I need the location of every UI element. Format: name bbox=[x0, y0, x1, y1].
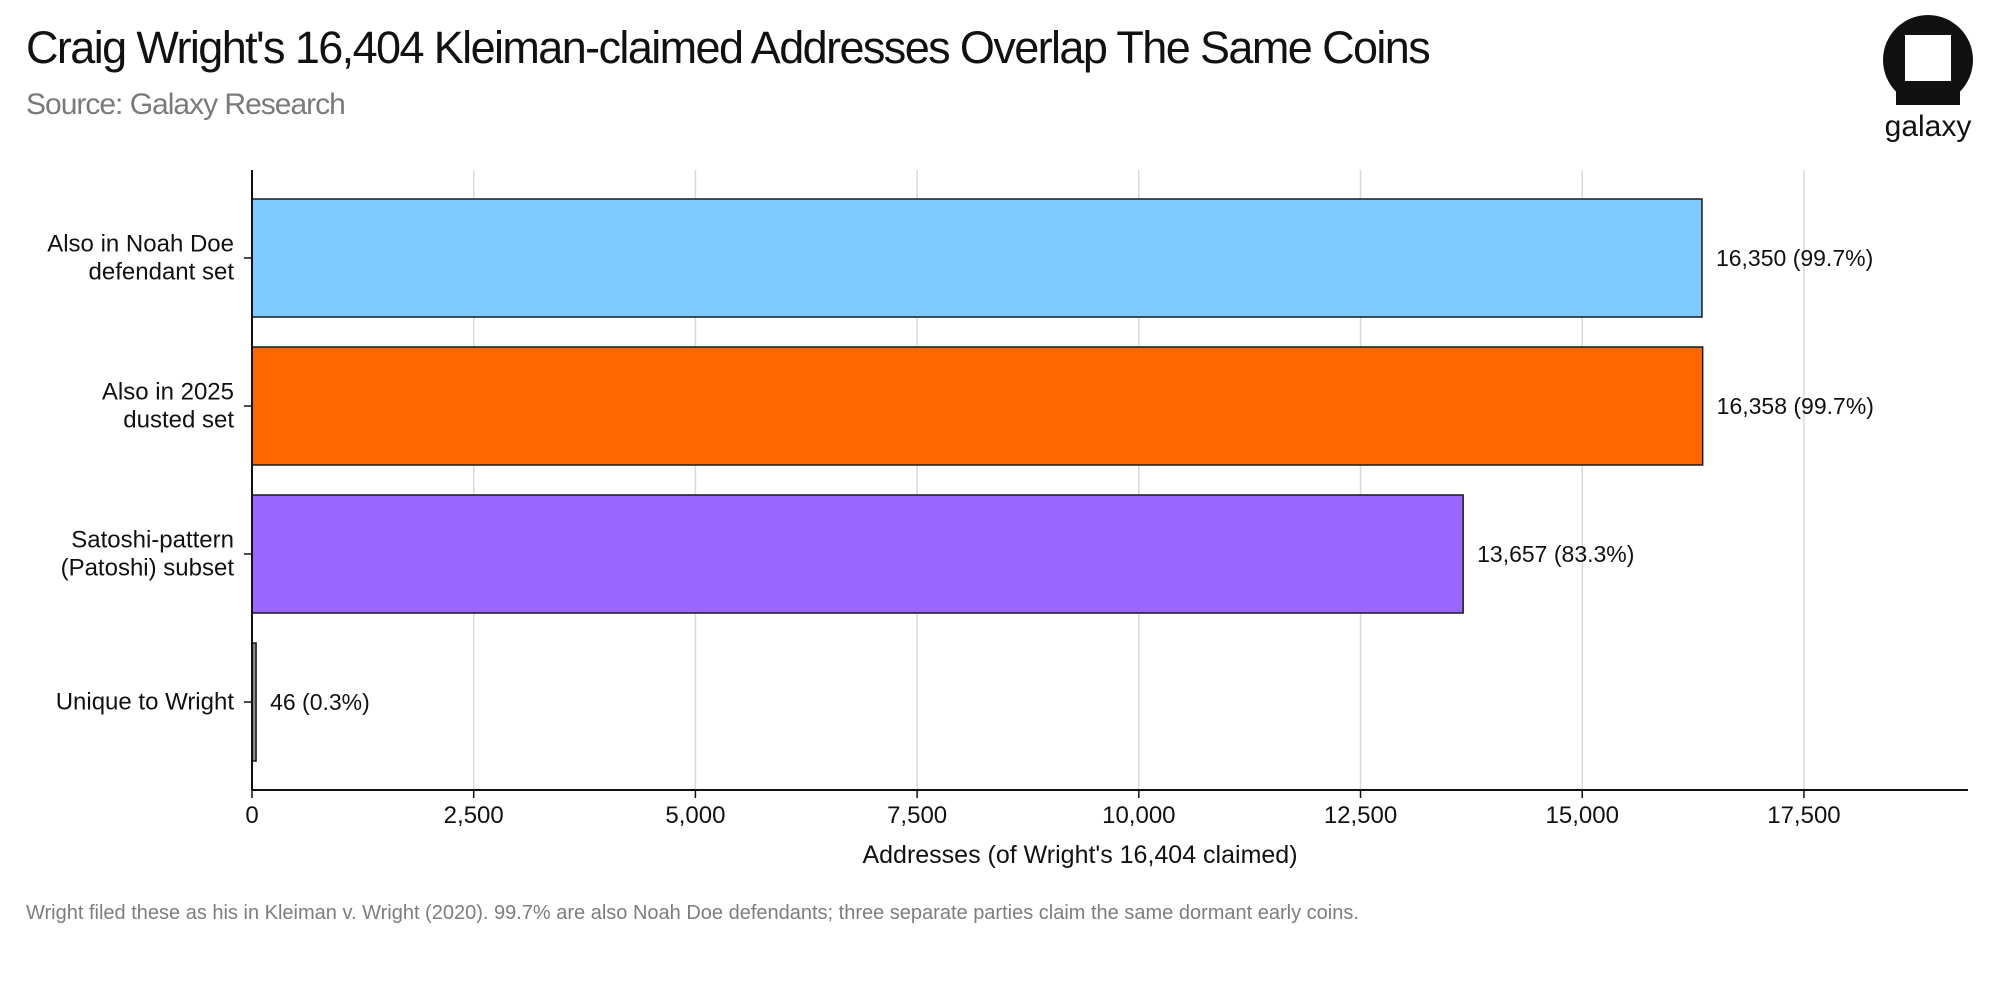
x-tick-label: 17,500 bbox=[1767, 802, 1840, 829]
x-tick-label: 15,000 bbox=[1546, 802, 1619, 829]
bar bbox=[251, 346, 1704, 466]
footnote: Wright filed these as his in Kleiman v. … bbox=[26, 902, 1359, 924]
x-tick-label: 2,500 bbox=[444, 802, 504, 829]
chart-subtitle: Source: Galaxy Research bbox=[26, 88, 346, 121]
data-label: 46 (0.3%) bbox=[270, 689, 370, 715]
axes: Also in Noah Doe defendant set Also in 202… bbox=[47, 170, 1968, 869]
x-tick-label: 0 bbox=[245, 802, 258, 829]
bar bbox=[251, 198, 1703, 318]
x-tick-label: 10,000 bbox=[1102, 802, 1175, 829]
y-tick-label: Also in Noah Doe defendant set bbox=[47, 231, 234, 286]
y-tick-label: Also in 2025 dusted set bbox=[102, 379, 234, 434]
bar bbox=[251, 494, 1464, 614]
data-label: 16,350 (99.7%) bbox=[1716, 245, 1873, 271]
x-tick-label: 12,500 bbox=[1324, 802, 1397, 829]
data-label: 13,657 (83.3%) bbox=[1477, 541, 1634, 567]
y-tick-label: Unique to Wright bbox=[56, 689, 235, 716]
bars bbox=[251, 198, 1704, 762]
brand-name: galaxy bbox=[1884, 110, 1972, 143]
x-tick-label: 5,000 bbox=[665, 802, 725, 829]
data-labels: 16,350 (99.7%) 16,358 (99.7%) 13,657 (83.3… bbox=[270, 245, 1874, 715]
y-tick-label: Satoshi-pattern (Patoshi) subset bbox=[61, 527, 235, 582]
x-tick-label: 7,500 bbox=[887, 802, 947, 829]
chart-title: Craig Wright's 16,404 Kleiman-claimed Ad… bbox=[26, 22, 1431, 73]
data-label: 16,358 (99.7%) bbox=[1717, 393, 1874, 419]
bar-chart: 16,350 (99.7%) 16,358 (99.7%) 13,657 (83.3… bbox=[47, 170, 1968, 869]
x-axis-title: Addresses (of Wright's 16,404 claimed) bbox=[862, 841, 1297, 869]
galaxy-logo-icon bbox=[1883, 15, 1973, 105]
